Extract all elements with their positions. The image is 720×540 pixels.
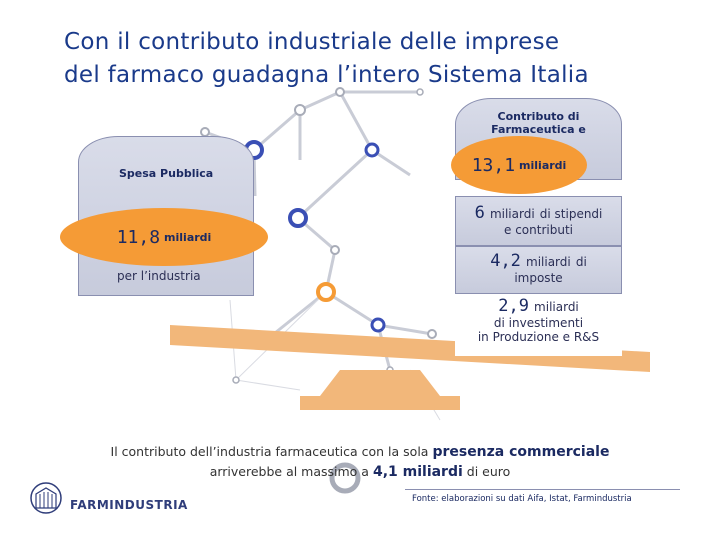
network-nodes (200, 87, 437, 384)
summary-text: Il contributo dell’industria farmaceutic… (60, 442, 660, 482)
right-value-oval: 13,1 miliardi (451, 136, 587, 194)
item-1-unit: miliardi (489, 207, 535, 221)
right-item-1: 6 miliardi di stipendi e contributi (455, 196, 622, 246)
right-item-2: 4,2 miliardi di imposte (455, 246, 622, 294)
item-1-value: 6 (474, 203, 485, 223)
summary-bold2: 4,1 miliardi (372, 464, 463, 480)
left-unit: miliardi (164, 230, 212, 244)
title-line-1: Con il contributo industriale delle impr… (64, 29, 560, 55)
item-2-text: di (575, 255, 587, 269)
source-note: Fonte: elaborazioni su dati Aifa, Istat,… (412, 494, 632, 504)
scale-base (300, 396, 460, 410)
left-value: 11,8 (116, 226, 161, 248)
left-pan-caption: per l’industria (117, 269, 201, 283)
right-pan-label: Contributo di Farmaceutica e (491, 110, 586, 136)
item-3-unit: miliardi (534, 300, 579, 314)
left-pan-label: Spesa Pubblica (119, 167, 214, 180)
summary-bold1: presenza commerciale (432, 444, 610, 460)
logo-wordmark: FARMINDUSTRIA (70, 498, 188, 512)
farmindustria-logo-icon (30, 482, 62, 514)
item-3-text3: in Produzione e R&S (477, 330, 600, 344)
right-unit: miliardi (519, 158, 567, 172)
right-item-3: 2,9 miliardi di investimenti in Produzio… (455, 294, 622, 356)
ring-decoration (329, 462, 361, 494)
title-line-2: del farmaco guadagna l’intero Sistema It… (64, 62, 589, 88)
summary-part3: di euro (462, 464, 511, 479)
summary-part2: arriverebbe al massimo a (209, 464, 373, 479)
item-1-text2: e contributi (504, 223, 573, 237)
left-value-oval: 11,8 miliardi (60, 208, 268, 266)
item-2-value: 4,2 (490, 251, 521, 271)
summary-part1: Il contributo dell’industria farmaceutic… (110, 444, 433, 459)
item-3-value: 2,9 (498, 296, 529, 316)
item-1-text: di stipendi (539, 207, 603, 221)
item-2-text2: imposte (514, 271, 563, 285)
source-divider (405, 489, 680, 490)
scale-pivot (320, 370, 440, 396)
item-2-unit: miliardi (526, 255, 571, 269)
scale-beam (170, 325, 650, 372)
page-title: Con il contributo industriale delle impr… (64, 26, 684, 92)
item-3-text2: di investimenti (493, 316, 584, 330)
right-value: 13,1 (471, 154, 516, 176)
